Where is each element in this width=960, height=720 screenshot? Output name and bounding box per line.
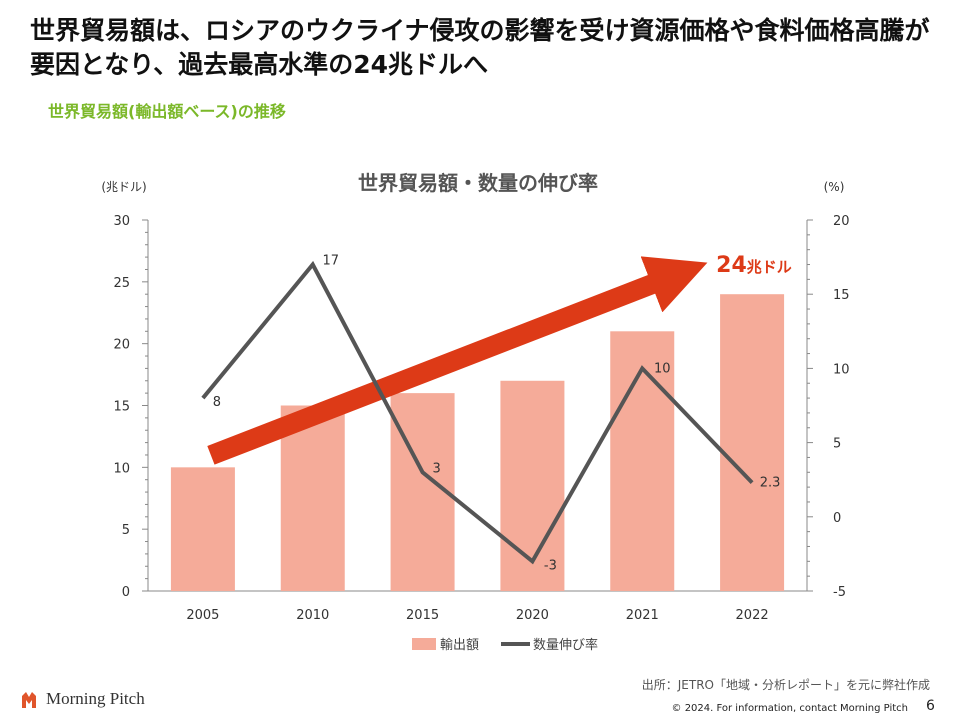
legend: 輸出額 数量伸び率 [412, 637, 598, 653]
line-data-label: -3 [544, 558, 557, 573]
page-number: 6 [926, 698, 935, 714]
bars [170, 294, 785, 591]
growth-line-layer [201, 260, 754, 565]
trend-arrow [207, 256, 708, 465]
x-axis-tick-label: 2005 [186, 608, 219, 623]
bar [610, 331, 675, 591]
right-axis-tick-label: 15 [833, 288, 850, 303]
annotation-label: 24兆ドル [716, 253, 792, 278]
right-axis-unit-label: (%) [824, 180, 845, 194]
right-axis-tick-label: -5 [833, 585, 846, 600]
logo-mark-icon [22, 692, 36, 708]
logo-text: Morning Pitch [46, 689, 145, 708]
growth-rate-line [201, 260, 754, 565]
chart-title: 世界貿易額・数量の伸び率 [358, 171, 598, 195]
company-logo: Morning Pitch [18, 688, 145, 710]
bar [280, 405, 345, 591]
x-axis-tick-label: 2010 [296, 608, 329, 623]
footer-copyright: © 2024. For information, contact Morning… [671, 703, 908, 714]
legend-bar-label: 輸出額 [440, 638, 479, 653]
legend-line-label: 数量伸び率 [533, 637, 598, 653]
trend-arrow-layer [207, 256, 708, 465]
annotation-number: 24 [716, 253, 747, 278]
line-data-label: 2.3 [760, 476, 781, 491]
right-axis-tick-label: 0 [833, 511, 841, 526]
chart-subheading: 世界貿易額(輸出額ベース)の推移 [48, 102, 286, 121]
left-axis-tick-label: 30 [113, 214, 130, 229]
line-data-label: 17 [322, 254, 339, 269]
legend-bar-swatch [412, 638, 436, 650]
left-axis-tick-label: 5 [122, 523, 130, 538]
bar [720, 294, 785, 591]
source-note: 出所：JETRO「地域・分析レポート」を元に弊社作成 [641, 678, 930, 692]
left-axis-tick-label: 0 [122, 585, 130, 600]
right-axis-tick-label: 20 [833, 214, 850, 229]
annotation-unit: 兆ドル [747, 258, 792, 276]
line-data-label: 3 [432, 461, 440, 476]
line-data-label: 8 [213, 395, 221, 410]
axes: 0 5 10 15 20 25 30 -5 0 5 10 15 20 2005 2010 2015 2020 20… [113, 214, 849, 623]
bar [500, 380, 565, 591]
headline: 世界貿易額は、ロシアのウクライナ侵攻の影響を受け資源価格や食料価格高騰が要因とな… [30, 16, 930, 79]
left-axis-tick-label: 25 [113, 276, 130, 291]
left-axis-tick-label: 20 [113, 338, 130, 353]
x-axis-tick-label: 2020 [516, 608, 549, 623]
right-axis-tick-label: 10 [833, 362, 850, 377]
x-axis-tick-label: 2021 [626, 608, 659, 623]
line-data-label: 10 [654, 361, 671, 376]
x-axis-tick-label: 2015 [406, 608, 439, 623]
left-axis-tick-label: 15 [113, 400, 130, 415]
data-labels: 8 17 3 -3 10 2.3 [213, 254, 781, 574]
left-axis-unit-label: (兆ドル) [101, 180, 146, 194]
right-axis-tick-label: 5 [833, 437, 841, 452]
bar [170, 467, 235, 591]
x-axis-tick-label: 2022 [736, 608, 769, 623]
left-axis-tick-label: 10 [113, 461, 130, 476]
